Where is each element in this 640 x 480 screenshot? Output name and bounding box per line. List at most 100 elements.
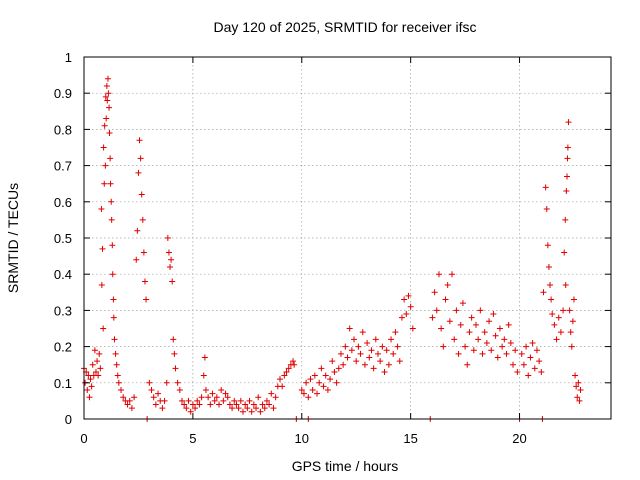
- data-point: [331, 368, 338, 375]
- data-point: [263, 397, 270, 404]
- data-point: [320, 383, 327, 390]
- data-point: [205, 394, 212, 401]
- data-point: [298, 387, 305, 394]
- data-point: [547, 282, 554, 289]
- y-tick-label: 0.6: [54, 195, 72, 210]
- data-point: [507, 339, 514, 346]
- data-point: [370, 365, 377, 372]
- data-point: [94, 358, 101, 365]
- data-point: [159, 405, 166, 412]
- data-point: [565, 119, 572, 126]
- data-point: [165, 249, 172, 256]
- chart-title: Day 120 of 2025, SRMTID for receiver ifs…: [214, 19, 477, 35]
- data-point: [475, 336, 482, 343]
- data-point: [135, 169, 142, 176]
- data-point: [161, 397, 168, 404]
- data-point: [187, 408, 194, 415]
- data-point: [390, 350, 397, 357]
- data-point: [311, 372, 318, 379]
- y-axis-label: SRMTID / TECUs: [5, 183, 21, 293]
- data-point: [561, 249, 568, 256]
- data-point: [108, 198, 115, 205]
- data-point: [239, 408, 246, 415]
- data-point: [98, 282, 105, 289]
- data-point: [560, 307, 567, 314]
- data-point: [483, 339, 490, 346]
- y-tick-label: 0.4: [54, 267, 72, 282]
- data-point: [102, 93, 109, 100]
- y-tick-label: 0.2: [54, 340, 72, 355]
- data-point: [545, 263, 552, 270]
- data-point: [574, 394, 581, 401]
- data-point: [109, 271, 116, 278]
- data-point: [139, 216, 146, 223]
- data-point: [171, 350, 178, 357]
- data-point: [257, 408, 264, 415]
- data-point: [281, 372, 288, 379]
- data-point: [163, 379, 170, 386]
- data-point: [229, 405, 236, 412]
- data-point: [290, 358, 297, 365]
- data-point: [84, 387, 91, 394]
- data-point: [164, 235, 171, 241]
- data-point: [218, 387, 225, 394]
- data-point: [401, 296, 408, 303]
- data-point: [429, 314, 436, 321]
- data-point: [183, 405, 190, 412]
- data-point: [131, 394, 138, 401]
- data-point: [103, 115, 110, 122]
- data-point: [207, 401, 214, 408]
- data-point: [531, 365, 538, 372]
- data-point: [233, 401, 240, 408]
- data-point: [95, 372, 102, 379]
- data-point: [231, 397, 238, 404]
- data-point: [438, 325, 445, 332]
- data-point: [202, 387, 209, 394]
- data-point: [433, 307, 440, 314]
- data-point: [348, 347, 355, 354]
- data-point: [388, 336, 395, 343]
- data-point: [220, 397, 227, 404]
- data-point: [501, 336, 508, 343]
- data-point: [237, 397, 244, 404]
- data-point: [577, 387, 584, 394]
- data-point: [198, 394, 205, 401]
- data-point: [178, 397, 185, 404]
- data-point: [492, 332, 499, 339]
- data-point: [361, 361, 368, 368]
- data-point: [222, 390, 229, 397]
- data-point: [457, 321, 464, 328]
- data-point: [446, 318, 453, 325]
- data-point: [272, 394, 279, 401]
- data-point: [192, 405, 199, 412]
- data-point: [555, 314, 562, 321]
- y-tick-label: 0.3: [54, 303, 72, 318]
- data-point: [394, 343, 401, 350]
- data-point: [285, 365, 292, 372]
- data-point: [472, 321, 479, 328]
- y-tick-label: 0.7: [54, 159, 72, 174]
- data-point: [573, 383, 580, 390]
- y-tick-label: 0.1: [54, 376, 72, 391]
- data-point: [303, 379, 310, 386]
- data-point: [216, 401, 223, 408]
- data-point: [226, 401, 233, 408]
- data-point: [89, 361, 96, 368]
- data-point: [200, 372, 207, 379]
- data-point: [488, 347, 495, 354]
- data-point: [563, 187, 570, 194]
- data-point: [109, 242, 116, 249]
- data-point: [246, 397, 253, 404]
- data-point: [520, 361, 527, 368]
- data-point: [115, 379, 122, 386]
- data-point: [570, 296, 577, 303]
- data-point: [335, 365, 342, 372]
- data-point: [155, 390, 162, 397]
- data-point: [383, 347, 390, 354]
- data-point: [134, 227, 141, 234]
- data-point: [270, 405, 277, 412]
- data-point: [86, 394, 93, 401]
- data-point: [544, 242, 551, 249]
- data-point: [374, 350, 381, 357]
- data-point: [194, 397, 201, 404]
